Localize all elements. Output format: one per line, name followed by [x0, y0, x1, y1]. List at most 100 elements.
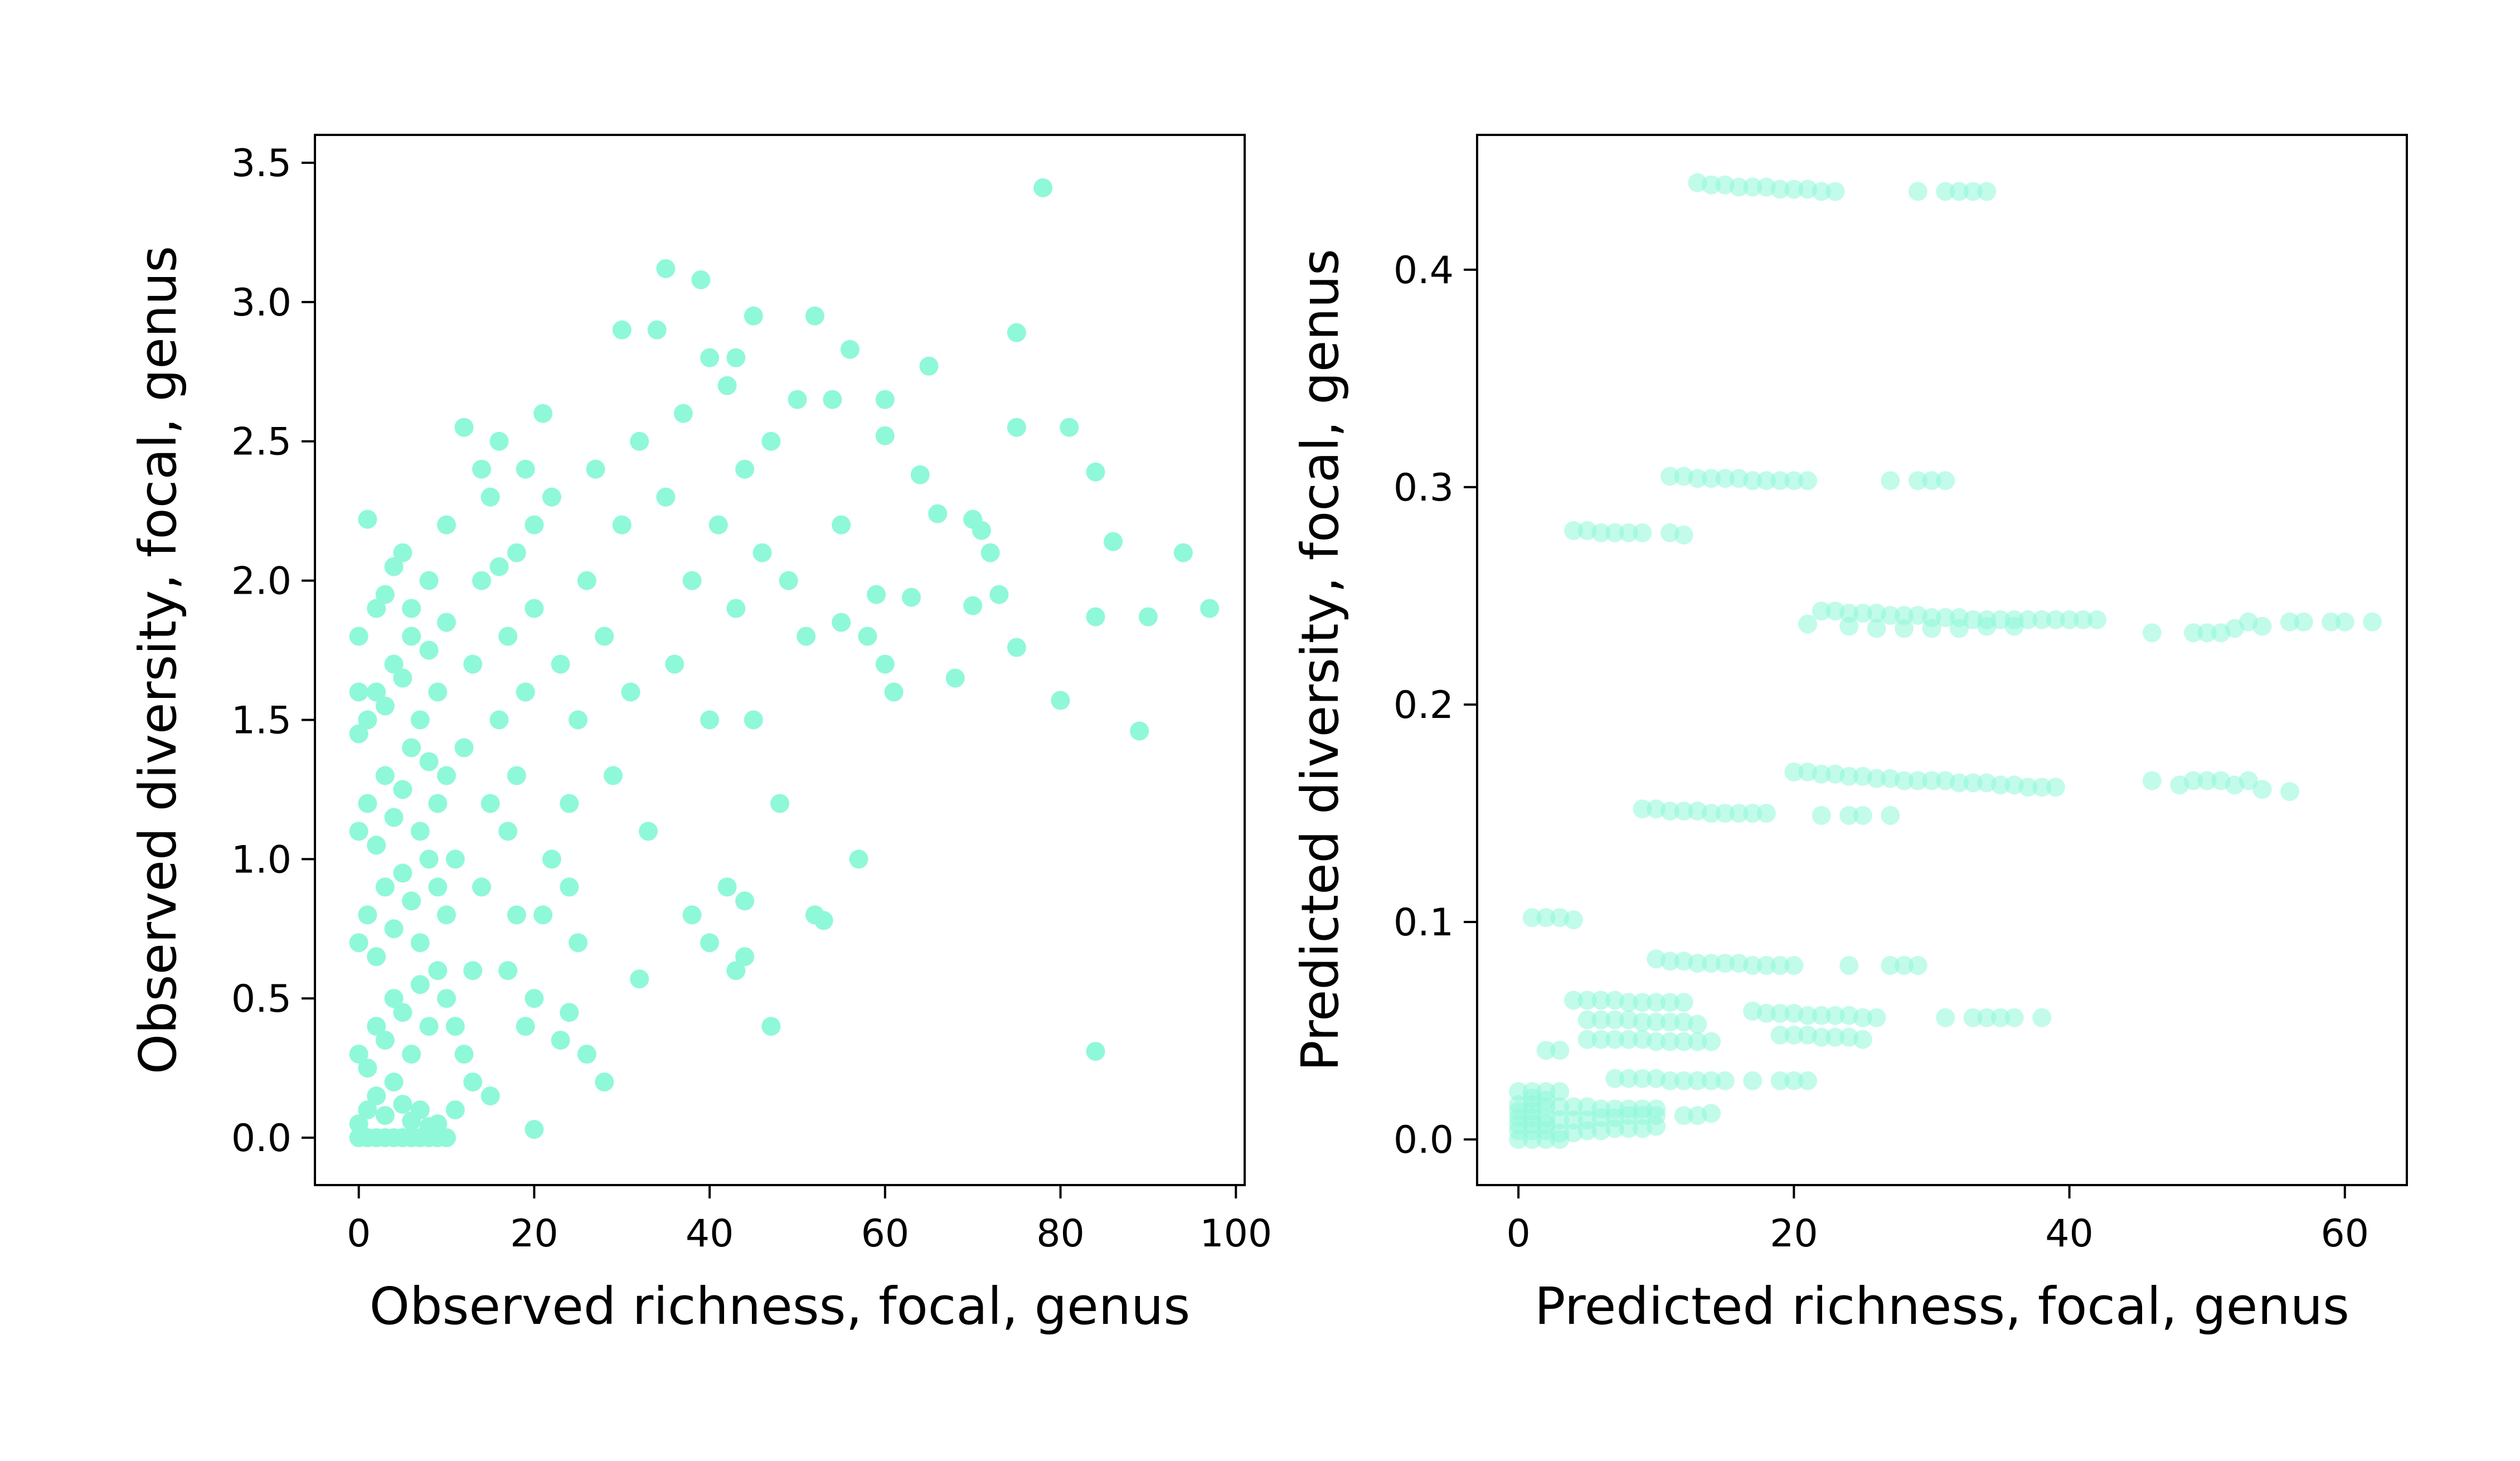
predicted-point-258 — [1522, 1089, 1542, 1108]
predicted-point-13 — [1949, 182, 1969, 201]
observed-point-60 — [402, 627, 421, 646]
observed-point-46 — [375, 766, 395, 785]
predicted-x-axis-label: Predicted richness, focal, genus — [1535, 1276, 2349, 1336]
observed-point-95 — [454, 418, 474, 437]
predicted-point-203 — [1715, 1071, 1735, 1090]
predicted-point-244 — [1605, 1119, 1625, 1138]
predicted-point-204 — [1743, 1071, 1762, 1090]
predicted-point-247 — [1647, 1117, 1666, 1136]
predicted-point-151 — [1577, 1010, 1597, 1030]
predicted-point-84 — [1839, 766, 1859, 786]
observed-point-168 — [963, 596, 983, 615]
observed-point-113 — [551, 1031, 570, 1050]
observed-point-13 — [367, 1086, 386, 1106]
predicted-point-123 — [1522, 908, 1542, 928]
predicted-point-124 — [1536, 908, 1556, 928]
observed-point-162 — [902, 588, 921, 607]
observed-point-51 — [419, 752, 439, 771]
observed-point-117 — [586, 459, 605, 479]
observed-point-93 — [516, 682, 535, 702]
observed-point-137 — [726, 599, 746, 618]
predicted-point-22 — [1743, 471, 1762, 491]
predicted-point-256 — [1522, 1101, 1542, 1121]
observed-point-70 — [384, 557, 404, 576]
predicted-point-55 — [2032, 610, 2052, 629]
predicted-point-242 — [1577, 1121, 1597, 1140]
observed-point-54 — [349, 724, 368, 744]
observed-point-171 — [989, 585, 1009, 604]
predicted-point-62 — [1867, 619, 1886, 638]
observed-point-43 — [349, 822, 368, 841]
predicted-point-195 — [1605, 1069, 1625, 1088]
predicted-point-42 — [1853, 604, 1872, 623]
predicted-point-138 — [1839, 956, 1859, 975]
observed-point-148 — [805, 306, 824, 326]
observed-point-164 — [919, 356, 939, 376]
observed-x-tick-label: 60 — [861, 1212, 910, 1256]
observed-y-tick-label: 2.0 — [231, 560, 292, 604]
predicted-point-144 — [1591, 991, 1611, 1010]
observed-point-41 — [428, 877, 448, 897]
observed-y-tick-label: 3.5 — [231, 142, 292, 186]
predicted-point-250 — [1536, 1130, 1556, 1149]
predicted-point-200 — [1674, 1071, 1693, 1090]
predicted-point-172 — [1770, 1003, 1790, 1023]
observed-point-153 — [832, 515, 851, 535]
predicted-point-11 — [1908, 182, 1927, 201]
observed-point-142 — [761, 1017, 781, 1036]
observed-point-12 — [358, 1100, 377, 1120]
predicted-point-211 — [1550, 1082, 1570, 1101]
predicted-point-181 — [1784, 1025, 1804, 1045]
predicted-point-56 — [2046, 610, 2065, 629]
observed-point-147 — [797, 627, 816, 646]
observed-point-61 — [410, 710, 430, 730]
observed-point-125 — [647, 320, 667, 339]
predicted-point-117 — [1743, 804, 1762, 823]
predicted-point-132 — [1715, 954, 1735, 973]
observed-point-32 — [349, 933, 368, 953]
observed-point-145 — [779, 571, 798, 590]
predicted-point-98 — [2032, 778, 2052, 797]
observed-point-67 — [358, 509, 377, 529]
observed-point-90 — [489, 431, 509, 451]
observed-point-87 — [463, 654, 483, 674]
observed-point-91 — [498, 822, 518, 841]
predicted-point-19 — [1702, 469, 1721, 488]
observed-point-63 — [428, 682, 448, 702]
observed-point-22 — [358, 1059, 377, 1078]
observed-point-146 — [788, 390, 807, 409]
predicted-point-15 — [1977, 182, 1997, 201]
predicted-point-234 — [1674, 1106, 1693, 1125]
predicted-point-57 — [2060, 610, 2079, 629]
predicted-point-68 — [2142, 623, 2162, 643]
predicted-y-axis-label: Predicted diversity, focal, genus — [1290, 249, 1350, 1071]
observed-point-115 — [569, 710, 588, 730]
predicted-point-45 — [1895, 606, 1914, 625]
observed-point-86 — [454, 738, 474, 758]
predicted-point-160 — [1577, 1030, 1597, 1049]
observed-point-49 — [402, 738, 421, 758]
observed-point-106 — [463, 1072, 483, 1092]
predicted-point-12 — [1936, 182, 1955, 201]
observed-point-36 — [384, 919, 404, 939]
observed-x-tick-label: 40 — [686, 1212, 734, 1256]
observed-x-axis-label: Observed richness, focal, genus — [370, 1276, 1191, 1336]
observed-point-20 — [428, 1114, 448, 1134]
observed-point-75 — [445, 1100, 465, 1120]
observed-point-178 — [1086, 462, 1105, 482]
predicted-point-63 — [1895, 619, 1914, 638]
predicted-point-152 — [1591, 1010, 1611, 1030]
predicted-point-128 — [1660, 952, 1679, 971]
observed-point-120 — [612, 320, 632, 339]
observed-point-181 — [1104, 532, 1123, 551]
observed-points — [349, 178, 1220, 1147]
observed-point-152 — [832, 613, 851, 632]
observed-point-40 — [419, 850, 439, 869]
observed-point-71 — [393, 543, 412, 562]
predicted-point-107 — [2252, 780, 2272, 799]
predicted-point-6 — [1770, 179, 1790, 199]
observed-point-194 — [577, 1045, 596, 1064]
predicted-point-82 — [1812, 764, 1831, 784]
predicted-point-190 — [1991, 1008, 2010, 1027]
observed-point-10 — [437, 1128, 456, 1147]
